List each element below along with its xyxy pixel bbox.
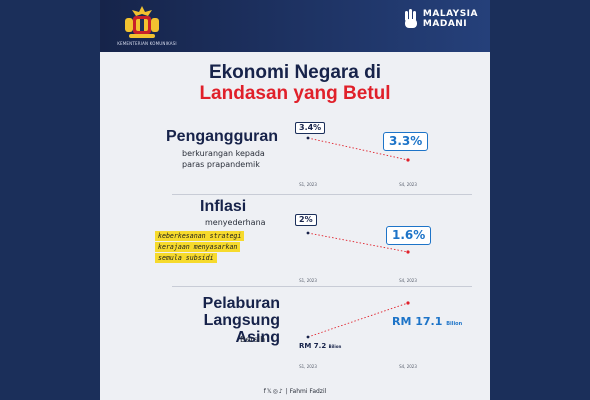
data-point-after — [406, 158, 410, 162]
infographic-card: KEMENTERIAN KOMUNIKASI MALAYSIA MADANI E… — [100, 0, 490, 400]
fdi-after-value: RM 17.1 Bilion — [392, 315, 463, 328]
facebook-icon: f — [263, 388, 266, 395]
inflation-before-badge: 2% — [295, 214, 317, 226]
data-point-before — [306, 231, 310, 235]
trend-line — [307, 232, 409, 253]
ministry-name: KEMENTERIAN KOMUNIKASI — [117, 41, 177, 46]
madani-wordmark: MALAYSIA MADANI — [423, 9, 478, 29]
data-point-after — [406, 301, 410, 305]
section-subtitle-inflation: menyederhana — [205, 218, 266, 227]
section-title-inflation: Inflasi — [200, 198, 247, 215]
section-divider — [172, 286, 472, 287]
background-left — [0, 0, 100, 400]
coat-of-arms-icon — [125, 6, 159, 38]
author-name: | Fahmi Fadzil — [285, 388, 327, 395]
x-tick-label: S1, 2023 — [299, 182, 317, 187]
x-tick-label: S4, 2023 — [399, 278, 417, 283]
malaysia-madani-logo: MALAYSIA MADANI — [403, 8, 478, 30]
x-icon: 𝕏 — [266, 388, 272, 395]
highlighted-note: keberkesanan strategi kerajaan menyasark… — [155, 231, 273, 264]
x-tick-label: S4, 2023 — [399, 364, 417, 369]
data-point-before — [306, 136, 310, 140]
instagram-icon: ◎ — [272, 388, 278, 395]
trend-line — [307, 137, 409, 161]
data-point-before — [306, 335, 310, 339]
brand-line-2: MADANI — [422, 19, 468, 29]
brand-line-1: MALAYSIA — [422, 9, 478, 19]
headline-line-1: Ekonomi Negara di — [208, 62, 382, 83]
section-divider — [172, 194, 472, 195]
madani-hand-icon — [404, 9, 417, 28]
background-right — [490, 0, 590, 400]
trend-line — [307, 302, 409, 338]
section-title-fdi: Pelaburan Langsung Asing — [202, 295, 280, 346]
section-title-unemployment: Pengangguran — [166, 128, 279, 145]
data-point-after — [406, 250, 410, 254]
unemployment-before-badge: 3.4% — [295, 122, 326, 134]
x-tick-label: S4, 2023 — [399, 182, 417, 187]
fdi-before-value: RM 7.2 Bilion — [299, 342, 342, 350]
header-bar: KEMENTERIAN KOMUNIKASI MALAYSIA MADANI — [100, 0, 490, 52]
section-subtitle-fdi: Bersih — [240, 335, 266, 344]
trend-charts: S1, 2023 S4, 2023 S1, 2023 S4, 2023 S1, 2023… — [299, 136, 417, 369]
section-subtitle-unemployment: berkurangan kepada paras prapandemik — [182, 149, 265, 169]
tiktok-icon: ♪ — [278, 388, 283, 395]
x-tick-label: S1, 2023 — [299, 278, 317, 283]
inflation-after-badge: 1.6% — [386, 226, 432, 245]
headline-line-2: Landasan yang Betul — [199, 83, 391, 104]
x-tick-label: S1, 2023 — [299, 364, 317, 369]
footer-credit: f𝕏◎♪ | Fahmi Fadzil — [100, 388, 490, 395]
unemployment-after-badge: 3.3% — [383, 132, 429, 151]
